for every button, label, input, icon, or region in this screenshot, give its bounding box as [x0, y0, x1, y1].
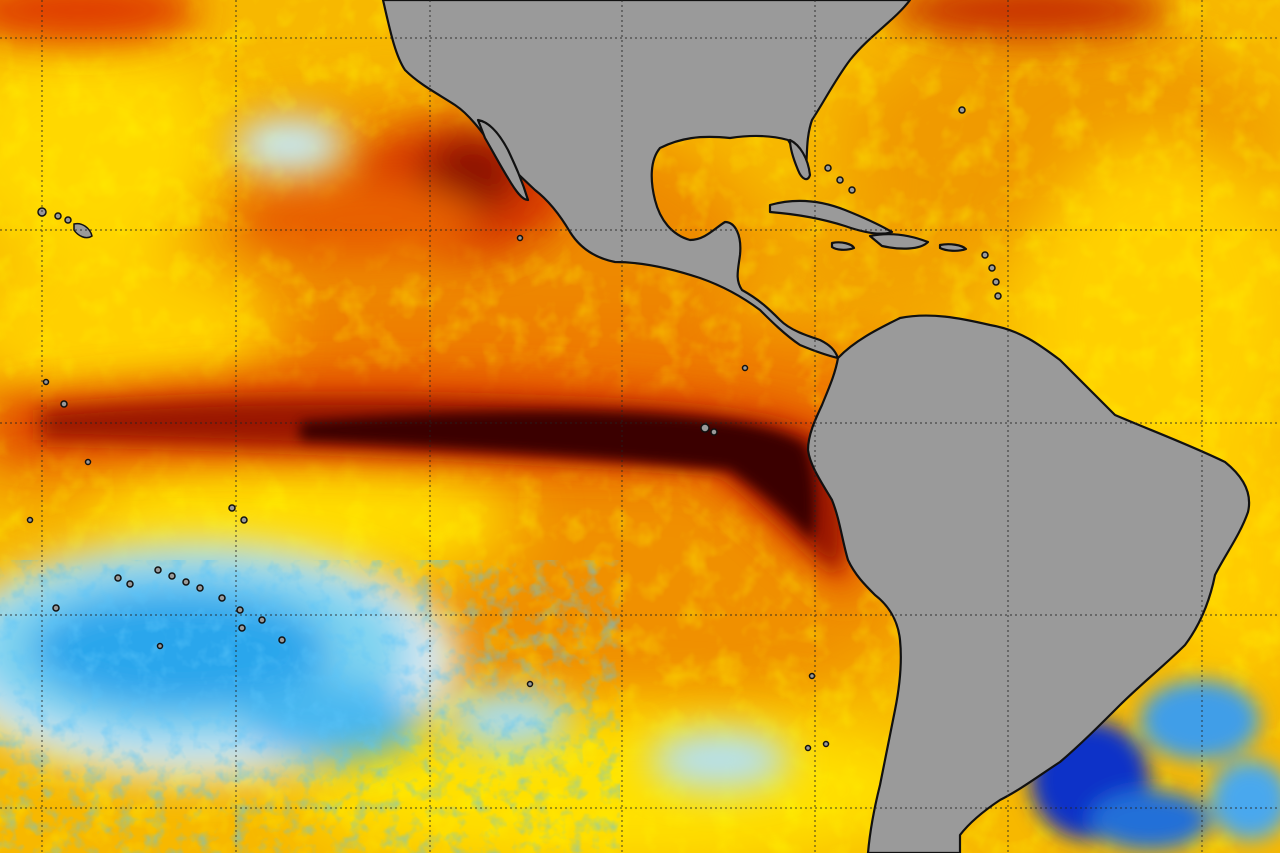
- caribbean-lesser-antilles: [824, 106, 1002, 300]
- island-sp-4: [168, 572, 176, 580]
- cold-eddy-2: [1140, 680, 1260, 760]
- island-sp-25: [741, 364, 749, 372]
- puerto-rico: [938, 243, 968, 252]
- florida: [788, 138, 812, 181]
- island-sp-1: [114, 574, 122, 582]
- cool-speckle: [0, 560, 620, 853]
- island-sp-3: [154, 566, 162, 574]
- coastal-warm-anomaly: [0, 0, 1170, 260]
- island-hawaii-2: [54, 212, 62, 220]
- cool-zone-small-2: [650, 730, 790, 790]
- island-sp-16: [42, 378, 50, 386]
- cool-zone-top-patch: [235, 117, 345, 173]
- island-bahamas-2: [836, 176, 844, 184]
- island-galapagos-1: [700, 423, 710, 433]
- island-sp-17: [84, 458, 92, 466]
- el-nino-warm-tongue: [0, 373, 864, 600]
- warm-red-top-right: [890, 0, 1170, 40]
- cold-eddy-3: [1090, 790, 1210, 850]
- cold-eddy-4: [1210, 760, 1280, 840]
- island-sp-19: [156, 642, 164, 650]
- island-galapagos-2: [710, 428, 718, 436]
- island-sp-15: [60, 400, 68, 408]
- island-bermuda: [958, 106, 966, 114]
- island-sp-22: [804, 744, 812, 752]
- island-antilles-2: [988, 264, 996, 272]
- island-sp-18: [26, 516, 34, 524]
- jamaica: [830, 241, 856, 251]
- tongue-core: [300, 411, 816, 540]
- island-sp-9: [258, 616, 266, 624]
- island-sp-6: [196, 584, 204, 592]
- cuba: [768, 199, 894, 235]
- island-sp-23: [822, 740, 830, 748]
- island-sp-20: [526, 680, 534, 688]
- island-sp-11: [238, 624, 246, 632]
- island-sp-24: [516, 234, 524, 242]
- island-sp-14: [240, 516, 248, 524]
- baja-california: [476, 118, 530, 202]
- island-hawaii-3: [64, 216, 72, 224]
- island-antilles-3: [992, 278, 1000, 286]
- island-sp-7: [218, 594, 226, 602]
- island-sp-5: [182, 578, 190, 586]
- land: [381, 0, 1251, 853]
- hispaniola: [868, 233, 930, 250]
- island-hawaii-big: [73, 222, 93, 239]
- warm-red-pacific-north: [240, 180, 480, 260]
- island-sp-21: [808, 672, 816, 680]
- warm-red-top-left: [0, 0, 200, 45]
- cold-anomaly-south-atlantic: [1030, 680, 1280, 850]
- cool-anomaly-south-pacific: [0, 117, 790, 853]
- island-sp-10: [278, 636, 286, 644]
- island-bahamas-3: [848, 186, 856, 194]
- island-sp-13: [228, 504, 236, 512]
- island-bahamas-1: [824, 164, 832, 172]
- south-america: [806, 314, 1251, 853]
- island-sp-2: [126, 580, 134, 588]
- island-antilles-1: [981, 251, 989, 259]
- island-antilles-4: [994, 292, 1002, 300]
- galapagos: [700, 423, 718, 436]
- island-sp-8: [236, 606, 244, 614]
- island-sp-12: [52, 604, 60, 612]
